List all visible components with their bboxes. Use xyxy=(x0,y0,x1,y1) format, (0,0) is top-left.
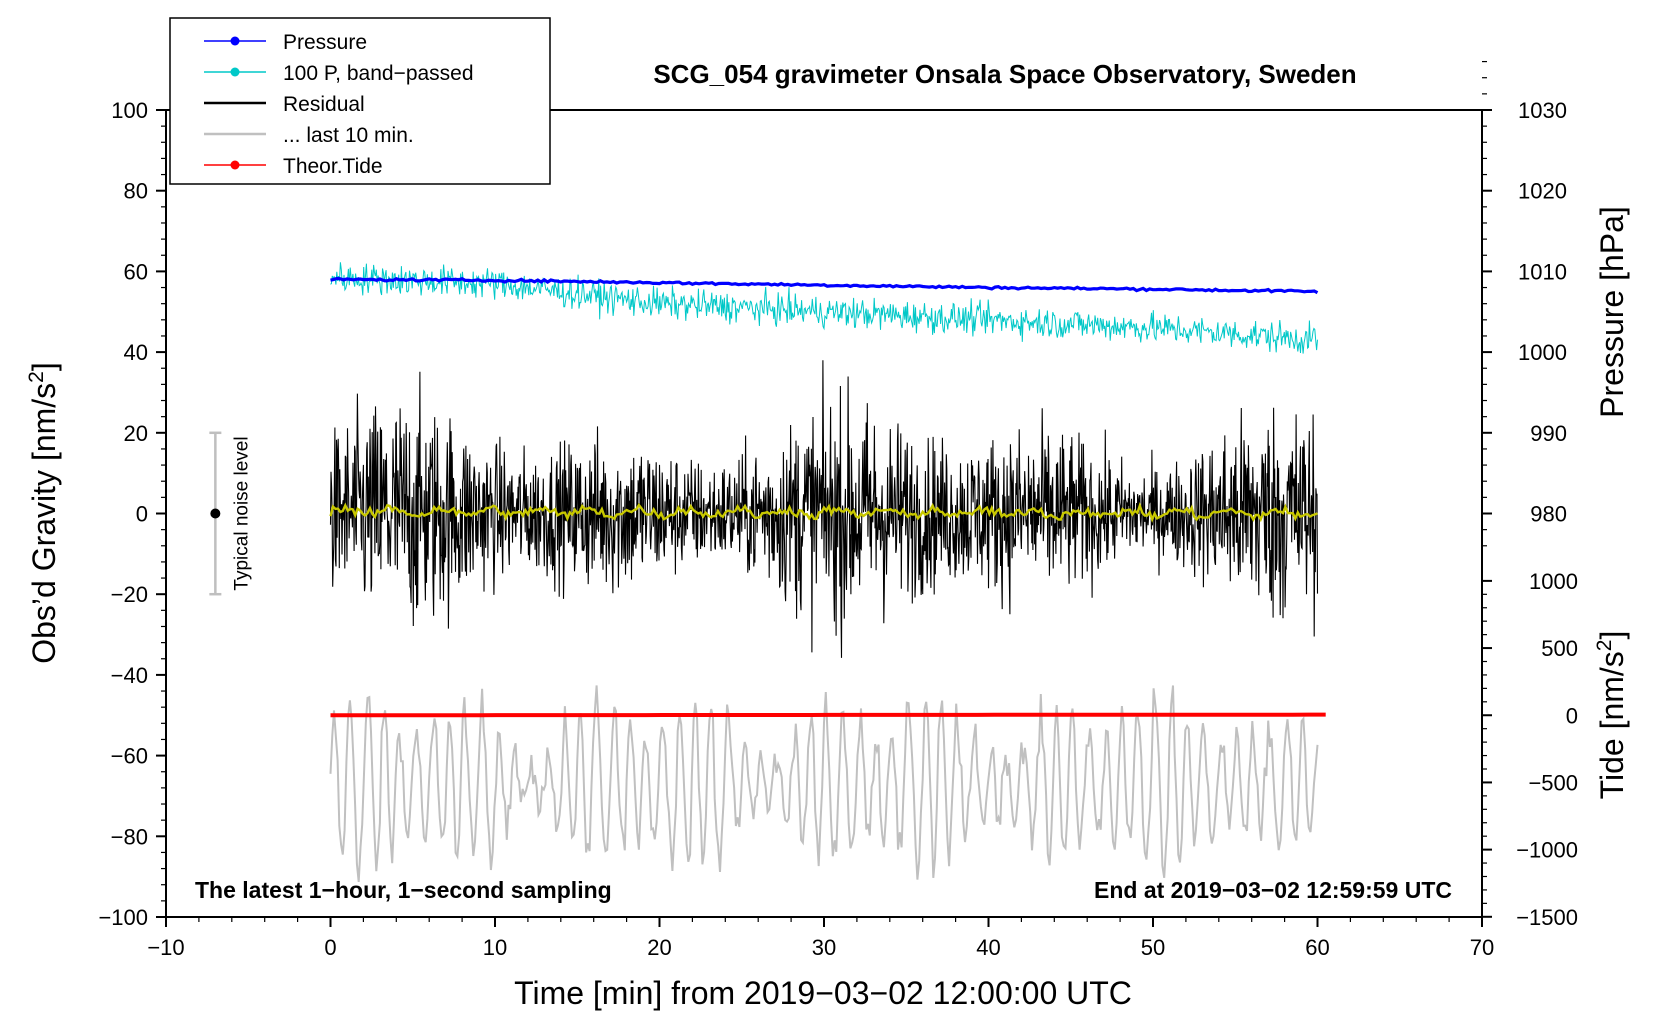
tide-tick-label: −1500 xyxy=(1516,905,1578,930)
x-tick-label: 60 xyxy=(1305,935,1329,960)
legend-label: Theor.Tide xyxy=(283,155,383,178)
x-tick-label: −10 xyxy=(147,935,184,960)
noise-bar-dot xyxy=(210,508,221,519)
tide-tick-label: −500 xyxy=(1528,770,1578,795)
y-left-tick-label: 60 xyxy=(124,259,148,284)
legend-marker xyxy=(230,160,240,170)
y-left-tick-label: −20 xyxy=(111,582,148,607)
y-left-tick-label: −100 xyxy=(98,905,148,930)
pressure-line xyxy=(330,276,1319,295)
y-left-tick-label: 80 xyxy=(124,179,148,204)
band-passed-pressure-line xyxy=(330,262,1318,354)
y-left-tick-label: 20 xyxy=(124,421,148,446)
x-axis-title: Time [min] from 2019−03−02 12:00:00 UTC xyxy=(514,975,1132,1011)
y-left-tick-label: 100 xyxy=(111,98,148,123)
y-left-tick-label: −80 xyxy=(111,824,148,849)
legend-marker xyxy=(230,67,240,77)
legend-label: 100 P, band−passed xyxy=(283,62,474,85)
x-tick-label: 70 xyxy=(1470,935,1494,960)
annotation-bottom-right: End at 2019−03−02 12:59:59 UTC xyxy=(1094,877,1452,903)
y-left-tick-label: 0 xyxy=(136,502,148,527)
pressure-tick-label: 1010 xyxy=(1518,259,1567,284)
x-tick-label: 40 xyxy=(976,935,1000,960)
theor-tide-line xyxy=(330,712,1326,718)
x-tick-label: 10 xyxy=(483,935,507,960)
pressure-tick-label: 1020 xyxy=(1518,179,1567,204)
legend: Pressure 100 P, band−passed Residual ... la… xyxy=(169,17,551,185)
x-tick-label: 50 xyxy=(1141,935,1165,960)
y-left-tick-label: −60 xyxy=(111,744,148,769)
tide-tick-label: 1000 xyxy=(1529,569,1578,594)
legend-label: Pressure xyxy=(283,31,367,54)
y-right-tide-title: Tide [nm/s2] xyxy=(1593,631,1630,800)
residual-smoothed-line xyxy=(329,502,1318,523)
legend-label: ... last 10 min. xyxy=(283,124,414,147)
y-left-tick-label: 40 xyxy=(124,340,148,365)
legend-marker xyxy=(230,36,240,46)
x-tick-label: 0 xyxy=(324,935,336,960)
y-right-pressure-title: Pressure [hPa] xyxy=(1594,206,1630,418)
legend-label: Residual xyxy=(283,93,365,116)
y-left-tick-label: −40 xyxy=(111,663,148,688)
pressure-tick-label: 990 xyxy=(1530,421,1567,446)
y-left-axis-title: Obs’d Gravity [nm/s2] xyxy=(25,362,62,664)
tide-tick-label: −1000 xyxy=(1516,838,1578,863)
x-tick-label: 20 xyxy=(647,935,671,960)
x-tick-label: 30 xyxy=(812,935,836,960)
noise-bar-label: Typical noise level xyxy=(231,436,252,590)
legend-box xyxy=(169,17,551,185)
tide-tick-label: 0 xyxy=(1566,703,1578,728)
last-10-min-line xyxy=(329,685,1319,882)
pressure-tick-label: 980 xyxy=(1530,502,1567,527)
annotation-bottom-left: The latest 1−hour, 1−second sampling xyxy=(195,877,612,903)
pressure-tick-label: 1000 xyxy=(1518,340,1567,365)
pressure-tick-label: 1030 xyxy=(1518,98,1567,123)
tide-tick-label: 500 xyxy=(1541,636,1578,661)
chart-title: SCG_054 gravimeter Onsala Space Observat… xyxy=(653,59,1356,89)
